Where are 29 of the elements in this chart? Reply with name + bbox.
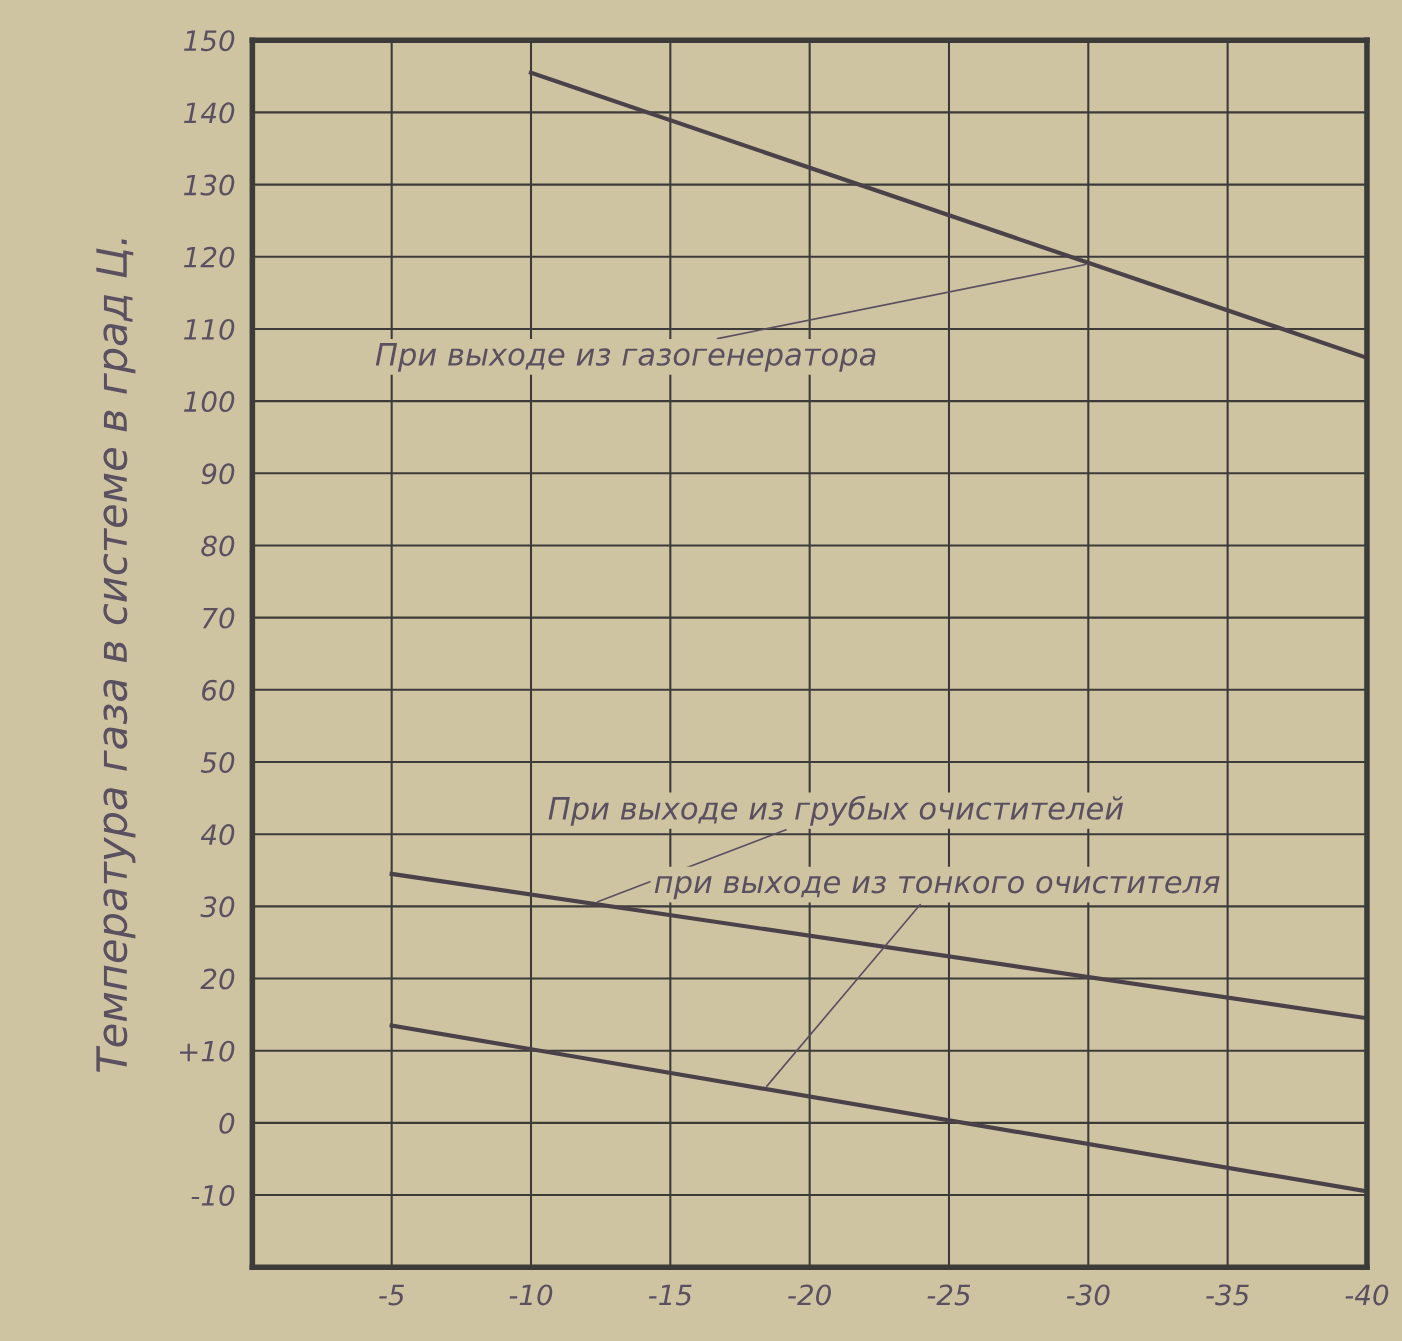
x-tick-label: -20 [788, 1284, 831, 1306]
x-tick-label: -10 [509, 1284, 553, 1306]
y-tick-label: 70 [202, 607, 235, 629]
y-tick-label: 0 [219, 1112, 235, 1134]
annotation: при выходе из тонкого очистителя [654, 875, 1220, 900]
x-tick-label: -5 [379, 1284, 404, 1306]
x-tick-label: -35 [1206, 1284, 1249, 1306]
y-tick-label: 140 [184, 102, 235, 124]
y-tick-label: 120 [184, 246, 235, 268]
y-tick-label: +10 [180, 1040, 235, 1062]
y-tick-label: 20 [200, 968, 235, 990]
y-axis-title: Температура газа в системе в град Ц. [96, 239, 136, 1073]
y-tick-label: 110 [184, 318, 235, 340]
y-tick-label: 90 [201, 463, 235, 485]
annotation: При выходе из грубых очистителей [548, 795, 1124, 826]
y-tick-label: 100 [184, 391, 235, 413]
y-tick-label: 40 [200, 824, 235, 846]
y-tick-label: 150 [184, 30, 235, 52]
y-tick-label: 30 [200, 896, 235, 918]
y-tick-label: 80 [201, 535, 235, 557]
x-tick-label: -15 [648, 1284, 692, 1306]
y-tick-label: 50 [200, 751, 235, 773]
y-tick-label: 60 [202, 679, 235, 701]
x-tick-label: -30 [1066, 1284, 1110, 1306]
y-tick-label: 130 [184, 174, 235, 196]
y-tick-label: -10 [191, 1185, 235, 1207]
x-tick-label: -25 [927, 1284, 971, 1306]
annotation: При выходе из газогенератора [375, 343, 876, 372]
x-tick-label: -40 [1345, 1284, 1389, 1306]
